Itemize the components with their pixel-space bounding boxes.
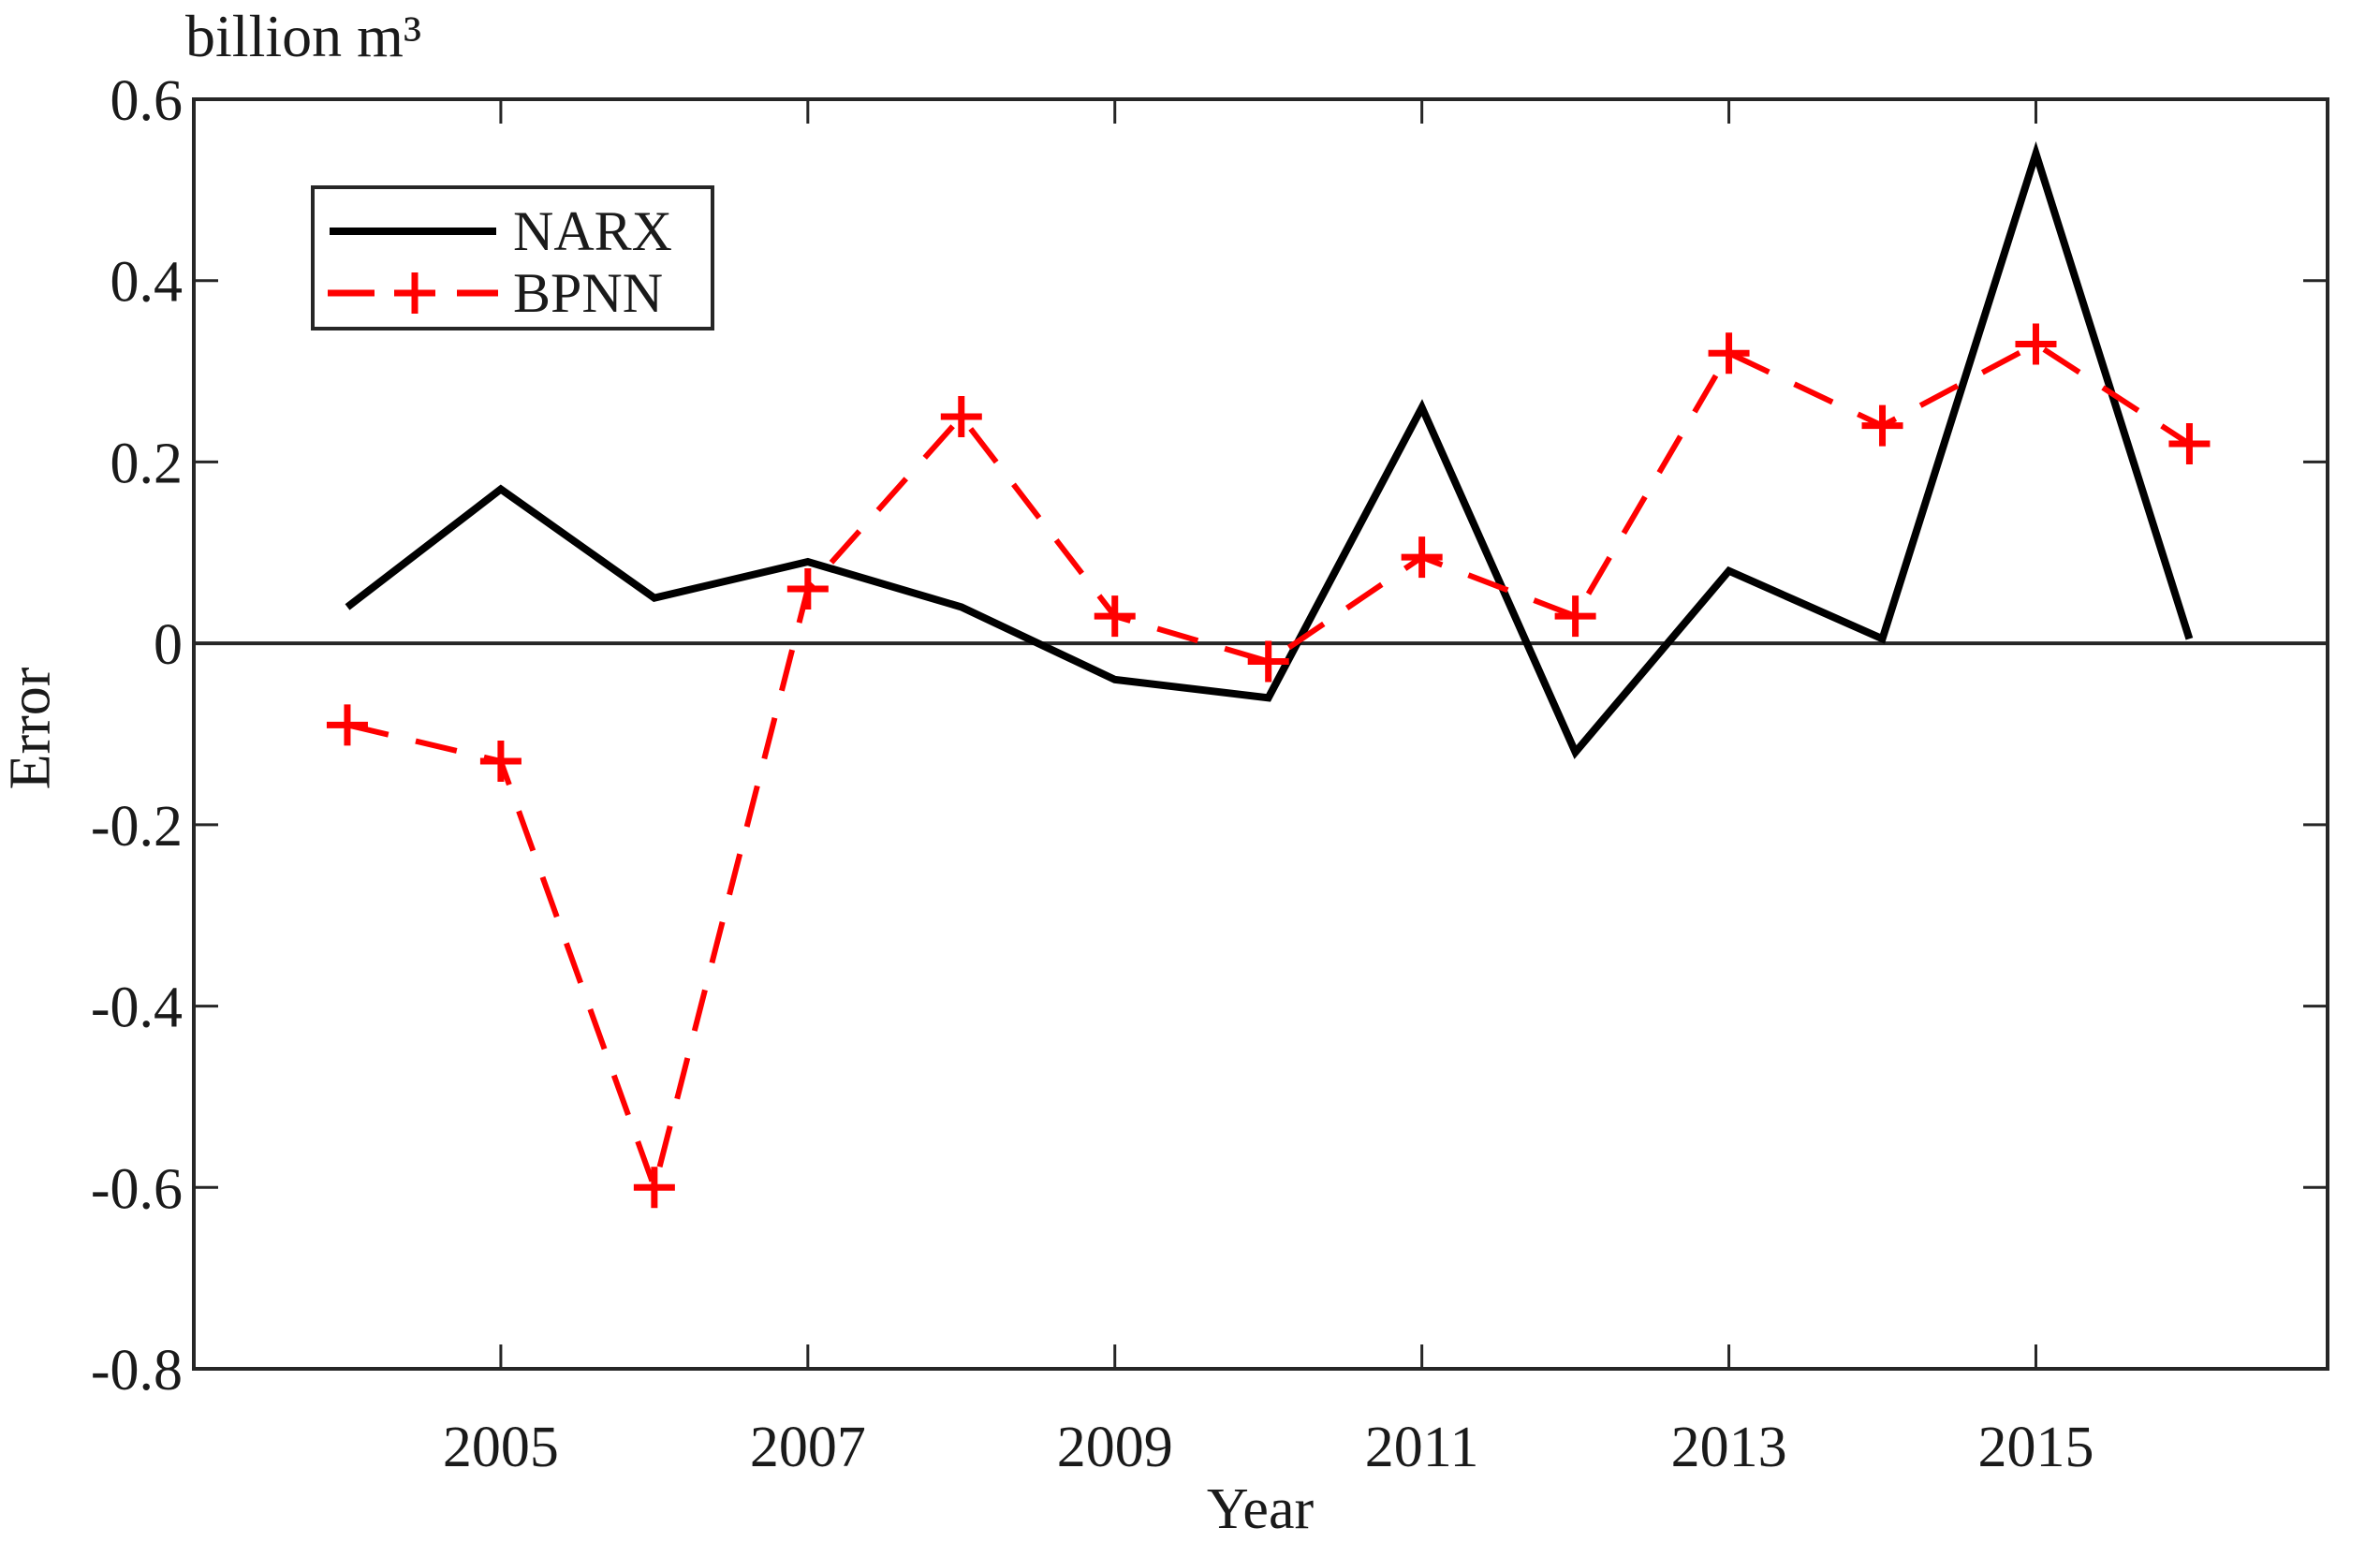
bpnn-marker [633,1167,675,1209]
x-tick-label: 2009 [1057,1416,1173,1479]
bpnn-marker [1708,332,1750,375]
bpnn-legend-line-sample [328,272,498,314]
narx-legend-line-sample [330,228,496,235]
bpnn-marker [1247,640,1289,683]
bpnn-marker [326,704,368,746]
chart-title: billion m³ [185,3,422,69]
y-tick-label: 0 [154,613,183,677]
y-tick-label: -0.6 [91,1157,183,1221]
x-tick-label: 2007 [750,1416,866,1479]
y-tick-label: -0.4 [91,977,183,1040]
y-tick-label: 0.6 [110,69,184,133]
legend-item-bpnn: BPNN [326,264,663,322]
bpnn-marker [940,396,982,437]
bpnn-line [346,341,2192,1197]
bpnn-plus-marker-glyph [394,272,435,314]
legend-box: NARX BPNN [311,185,714,330]
plot-border [192,97,2329,1371]
legend-label-narx: NARX [513,200,673,262]
bpnn-marker [2015,323,2057,365]
y-tick-label: 0.4 [110,251,184,315]
bpnn-marker [2168,423,2211,465]
y-axis-label: Error [0,667,63,790]
narx-line [345,140,2194,759]
legend-item-narx: NARX [326,202,672,260]
bpnn-marker [479,741,522,783]
bpnn-marker [1861,404,1903,447]
x-axis-label: Year [1206,1477,1315,1541]
y-tick-label: 0.2 [110,432,184,495]
x-tick-label: 2005 [443,1416,559,1479]
bpnn-marker [1094,595,1136,638]
bpnn-marker [1554,595,1596,638]
x-tick-label: 2011 [1365,1416,1479,1479]
y-tick-label: -0.8 [91,1339,183,1403]
x-tick-label: 2015 [1977,1416,2094,1479]
bpnn-marker [786,568,829,610]
y-tick-label: -0.2 [91,795,183,859]
legend-label-bpnn: BPNN [513,262,664,324]
bpnn-marker [1401,536,1443,579]
x-tick-label: 2013 [1671,1416,1787,1479]
